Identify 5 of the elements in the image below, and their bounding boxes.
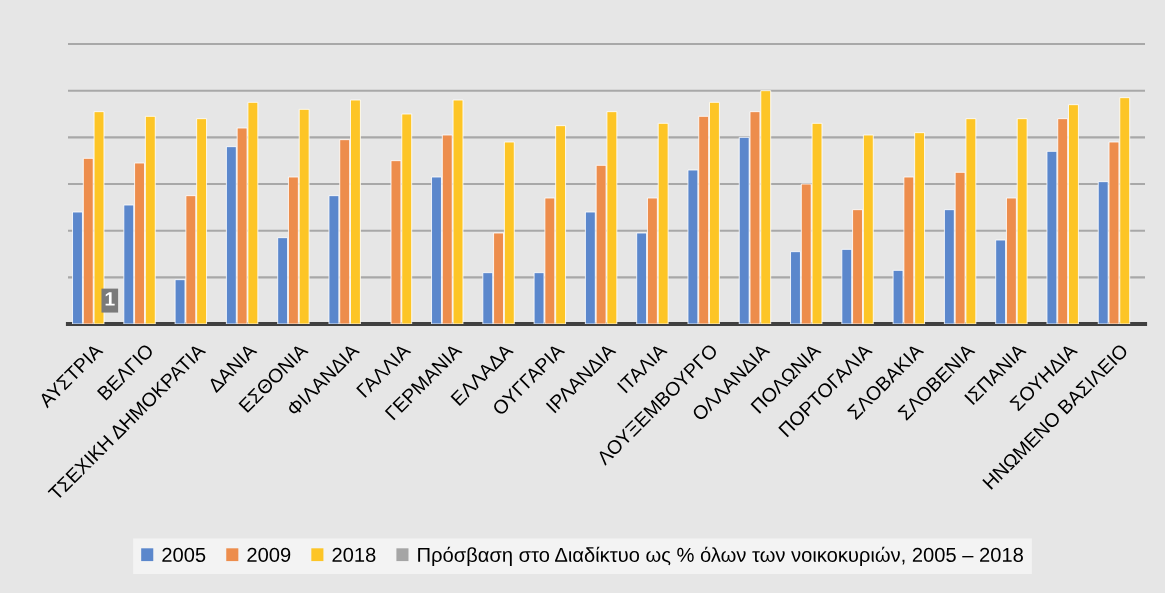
legend-label: 2005 — [162, 547, 206, 562]
annotation: 1 — [105, 292, 115, 306]
legend-label: 2018 — [332, 547, 376, 562]
legend-label: 2009 — [247, 547, 291, 562]
legend-label: Πρόσβαση στο Διαδίκτυο ως % όλων των νοικοκυριών, 2005 – 2018 — [418, 546, 1023, 566]
